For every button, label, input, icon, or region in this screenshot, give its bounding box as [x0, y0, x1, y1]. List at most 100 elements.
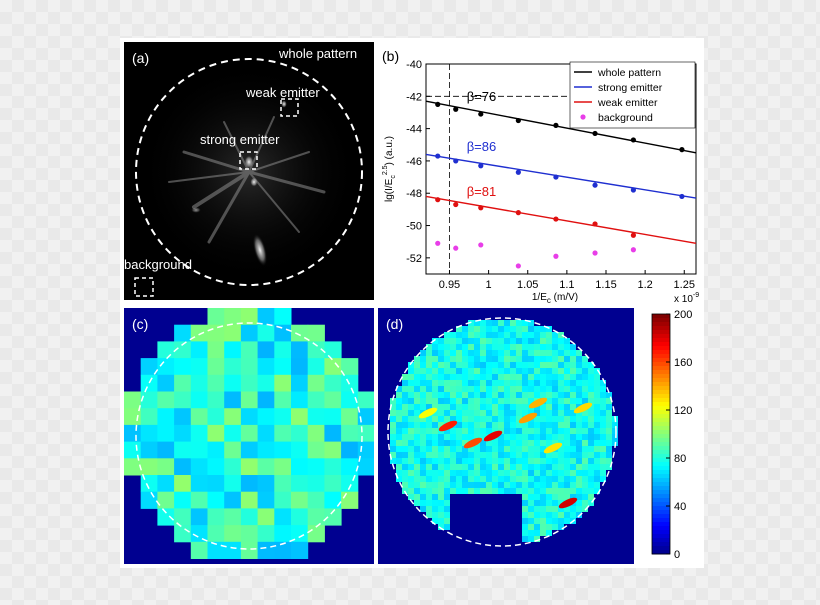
map-cell	[486, 326, 492, 332]
map-cell	[414, 446, 420, 452]
map-cell	[456, 326, 462, 332]
map-cell	[582, 482, 588, 488]
map-cell	[570, 488, 576, 494]
data-point-strong-emitter	[515, 169, 521, 175]
map-cell	[576, 368, 582, 374]
map-cell	[240, 374, 259, 392]
map-cell	[414, 380, 420, 386]
map-cell	[498, 338, 504, 344]
map-cell	[426, 470, 432, 476]
colorbar-tick-label: 200	[674, 309, 692, 321]
legend-entry: whole pattern	[597, 67, 661, 79]
map-cell	[528, 320, 534, 326]
map-cell	[291, 525, 309, 543]
map-cell	[357, 391, 374, 409]
map-cell	[498, 362, 504, 368]
map-cell	[456, 398, 462, 404]
map-cell	[504, 338, 510, 344]
map-cell	[510, 452, 516, 458]
map-cell	[600, 458, 606, 464]
map-cell	[558, 356, 564, 362]
x-tick-label: 1	[486, 279, 492, 291]
map-cell	[408, 392, 414, 398]
map-cell	[414, 404, 420, 410]
map-cell	[534, 512, 540, 518]
map-cell	[570, 512, 576, 518]
colorbar-segment	[652, 358, 670, 363]
map-cell	[552, 380, 558, 386]
map-cell	[432, 500, 438, 506]
map-cell	[420, 404, 426, 410]
map-cell	[432, 506, 438, 512]
map-cell	[528, 470, 534, 476]
map-cell	[588, 458, 594, 464]
panel-b-label: (b)	[382, 48, 400, 64]
map-cell	[462, 446, 468, 452]
map-cell	[558, 398, 564, 404]
map-cell	[486, 374, 492, 380]
map-cell	[480, 380, 486, 386]
map-cell	[492, 392, 498, 398]
map-cell	[552, 386, 558, 392]
strong-emitter-annotation: strong emitter	[200, 132, 280, 147]
map-cell	[402, 482, 408, 488]
map-cell	[486, 404, 492, 410]
map-cell	[257, 458, 275, 476]
map-cell	[257, 508, 275, 526]
colorbar-segment	[652, 502, 670, 507]
map-cell	[528, 344, 534, 350]
map-cell	[450, 428, 456, 434]
map-cell	[450, 440, 456, 446]
map-cell	[432, 410, 438, 416]
map-cell	[190, 508, 208, 526]
map-cell	[546, 470, 552, 476]
map-cell	[124, 458, 142, 476]
map-cell	[606, 392, 612, 398]
map-cell	[474, 350, 480, 356]
map-cell	[438, 446, 444, 452]
map-cell	[190, 491, 208, 509]
map-cell	[402, 386, 408, 392]
map-cell	[564, 476, 570, 482]
map-cell	[274, 374, 292, 392]
map-cell	[534, 464, 540, 470]
map-cell	[450, 338, 456, 344]
map-cell	[552, 518, 558, 524]
map-cell	[612, 428, 618, 434]
map-cell	[324, 441, 342, 459]
map-cell	[291, 441, 309, 459]
map-cell	[570, 440, 576, 446]
map-cell	[474, 476, 480, 482]
map-cell	[552, 512, 558, 518]
map-cell	[408, 410, 414, 416]
map-cell	[576, 440, 582, 446]
map-cell	[570, 452, 576, 458]
map-cell	[498, 320, 504, 326]
map-cell	[510, 446, 516, 452]
map-cell	[390, 446, 396, 452]
data-point-whole-pattern	[553, 122, 559, 128]
map-cell	[390, 410, 396, 416]
map-cell	[582, 362, 588, 368]
map-cell	[564, 410, 570, 416]
map-cell	[546, 434, 552, 440]
map-cell	[504, 410, 510, 416]
map-cell	[570, 374, 576, 380]
map-cell	[576, 350, 582, 356]
map-cell	[157, 491, 175, 509]
map-cell	[157, 391, 175, 409]
map-cell	[546, 410, 552, 416]
map-cell	[576, 470, 582, 476]
map-cell	[534, 416, 540, 422]
map-cell	[257, 374, 275, 392]
map-cell	[444, 368, 450, 374]
map-cell	[534, 506, 540, 512]
map-cell	[420, 380, 426, 386]
map-cell	[528, 476, 534, 482]
map-cell	[504, 416, 510, 422]
y-tick-label: -50	[406, 221, 422, 233]
map-cell	[450, 416, 456, 422]
map-cell	[444, 518, 450, 524]
colorbar-segment	[652, 442, 670, 447]
map-cell	[528, 500, 534, 506]
